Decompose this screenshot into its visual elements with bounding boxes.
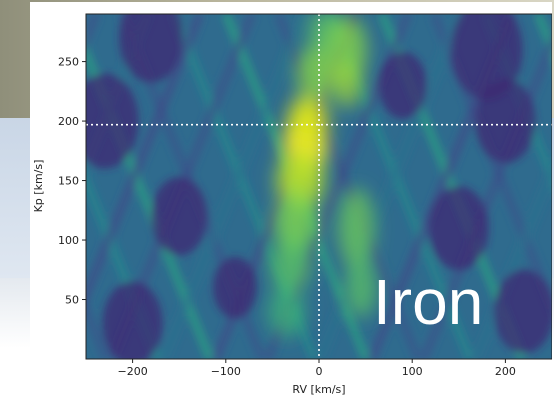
x-tick-label: −200 bbox=[117, 365, 147, 378]
texture-dark-region bbox=[494, 269, 552, 354]
texture-streak bbox=[419, 31, 552, 359]
plot-area bbox=[86, 14, 552, 359]
chart-figure: −200 −100 0 100 200 50 100 150 200 250 RV [km/s]… bbox=[30, 2, 552, 399]
heatmap-signal bbox=[268, 14, 377, 338]
signal-region bbox=[296, 45, 333, 102]
chart-svg: −200 −100 0 100 200 50 100 150 200 250 RV [km/s]… bbox=[32, 13, 552, 396]
texture-dark-region bbox=[428, 186, 489, 271]
x-tick-label: 200 bbox=[495, 365, 516, 378]
x-tick-label: 0 bbox=[316, 365, 323, 378]
texture-streak bbox=[86, 14, 153, 179]
texture-dark-region bbox=[213, 256, 258, 319]
y-tick-label: 250 bbox=[58, 56, 79, 69]
y-axis-ticks: 50 100 150 200 250 bbox=[58, 56, 86, 307]
texture-streak bbox=[86, 14, 205, 307]
signal-region bbox=[273, 192, 318, 253]
texture-dark-region bbox=[475, 79, 536, 164]
signal-region bbox=[326, 15, 367, 84]
texture-dark-region bbox=[102, 281, 163, 359]
y-tick-label: 150 bbox=[58, 175, 79, 188]
texture-dark-region bbox=[378, 51, 427, 119]
y-tick-label: 100 bbox=[58, 234, 79, 247]
y-tick-label: 50 bbox=[65, 294, 79, 307]
texture-streak bbox=[159, 14, 309, 359]
signal-region bbox=[344, 257, 377, 318]
signal-region bbox=[287, 95, 328, 148]
element-annotation: Iron bbox=[373, 266, 483, 338]
signal-region bbox=[330, 63, 363, 108]
x-tick-label: 100 bbox=[402, 365, 423, 378]
signal-region bbox=[271, 235, 312, 292]
texture-dark-region bbox=[119, 14, 184, 83]
texture-streak bbox=[315, 14, 465, 359]
texture-dark-region bbox=[450, 14, 523, 101]
x-tick-label: −100 bbox=[211, 365, 241, 378]
signal-region bbox=[268, 285, 305, 338]
texture-dark-region bbox=[151, 177, 208, 256]
y-tick-label: 200 bbox=[58, 115, 79, 128]
x-axis-label: RV [km/s] bbox=[292, 383, 345, 396]
texture-dark-region bbox=[86, 73, 139, 169]
signal-region bbox=[338, 188, 375, 269]
x-axis-ticks: −200 −100 0 100 200 bbox=[117, 359, 516, 378]
y-axis-label: Kp [km/s] bbox=[32, 160, 45, 213]
